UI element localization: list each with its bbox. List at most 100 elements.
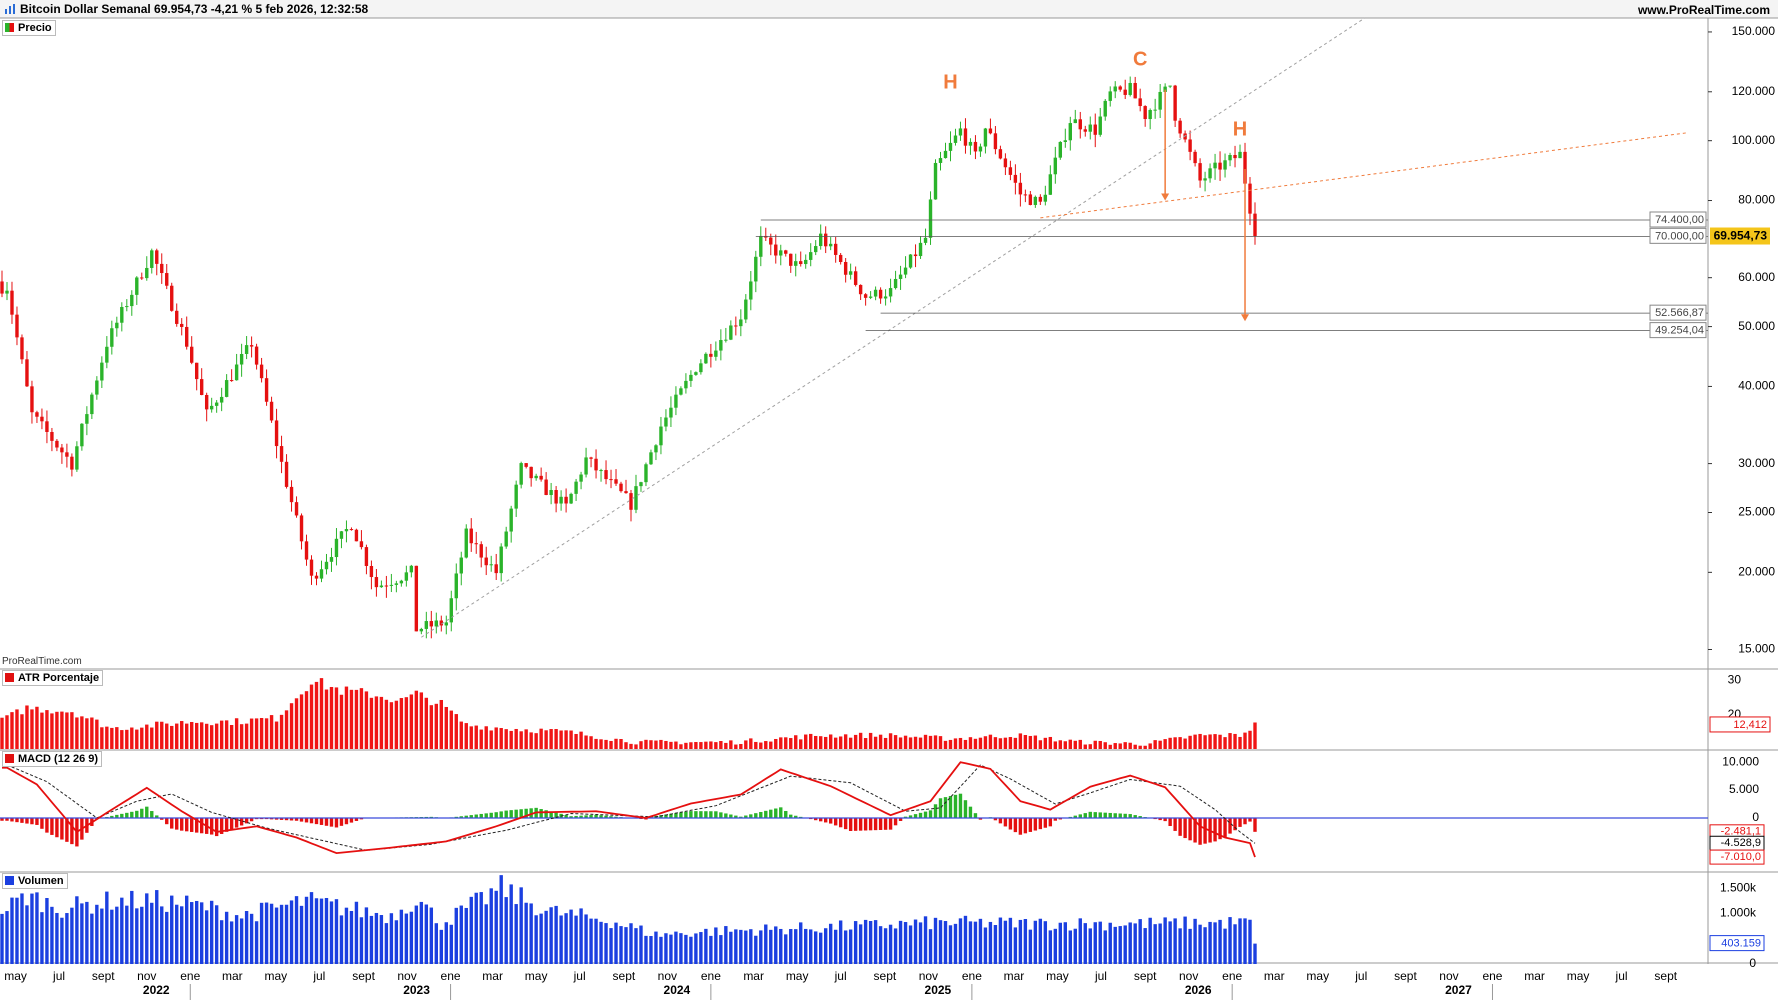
volume-bar — [294, 896, 299, 964]
volume-bar — [120, 897, 124, 964]
candle-body — [654, 445, 658, 453]
candle-body — [40, 416, 44, 422]
candle-body — [30, 386, 34, 413]
atr-bar — [439, 699, 443, 749]
macd-histogram-bar — [1123, 813, 1127, 818]
volume-bar — [1063, 922, 1067, 964]
candle-body — [828, 243, 833, 247]
x-month-label: ene — [962, 969, 982, 983]
macd-histogram-bar — [309, 817, 314, 824]
candle-body — [903, 267, 908, 275]
volume-bar — [574, 915, 578, 964]
macd-panel-label[interactable]: MACD (12 26 9) — [2, 751, 103, 767]
macd-histogram-bar — [978, 817, 983, 820]
candle-body — [135, 277, 139, 295]
level-label: 49.254,04 — [1655, 325, 1704, 337]
macd-histogram-bar — [873, 817, 878, 831]
atr-bar — [619, 739, 623, 749]
volume-tick-label: 0 — [1749, 956, 1756, 970]
volume-bar — [559, 915, 563, 964]
volume-bar — [1203, 927, 1207, 964]
macd-histogram-bar — [589, 815, 593, 818]
volume-bar — [394, 920, 399, 964]
atr-bar — [624, 742, 628, 749]
volume-bar — [534, 915, 538, 964]
macd-histogram-bar — [968, 806, 973, 818]
candle-body — [863, 294, 868, 298]
atr-bar — [364, 691, 369, 749]
volume-bar — [1043, 921, 1048, 964]
candle-body — [699, 363, 703, 373]
atr-bar — [130, 727, 134, 749]
volume-panel-label[interactable]: Volumen — [2, 873, 68, 889]
atr-bar — [140, 727, 144, 749]
atr-bar — [60, 711, 64, 749]
candle-body — [993, 133, 998, 150]
candle-body — [160, 263, 164, 274]
volume-bar — [1138, 919, 1142, 964]
volume-bar — [1013, 927, 1018, 964]
macd-histogram-bar — [724, 813, 728, 818]
atr-bar — [70, 712, 74, 749]
candle-body — [749, 281, 753, 300]
macd-histogram-bar — [694, 811, 698, 818]
candle-body — [359, 541, 364, 548]
pattern-label: C — [1133, 48, 1147, 70]
x-month-label: nov — [137, 969, 156, 983]
price-panel-label[interactable]: Precio — [2, 20, 56, 36]
candle-body — [1093, 124, 1097, 135]
volume-bar — [469, 896, 473, 964]
atr-bar — [1163, 739, 1167, 749]
volume-bar — [15, 897, 19, 964]
volume-bar — [494, 890, 498, 964]
volume-bar — [40, 912, 44, 964]
level-label-box — [1649, 304, 1707, 321]
price-tick-label: 30.000 — [1738, 456, 1775, 470]
candle-body — [734, 325, 738, 327]
atr-bar — [399, 698, 404, 749]
atr-bar — [419, 692, 424, 749]
volume-bar — [1083, 923, 1087, 964]
candle-body — [559, 496, 563, 504]
site-url[interactable]: www.ProRealTime.com — [1637, 3, 1770, 17]
atr-bar — [649, 740, 653, 749]
price-tick-label: 100.000 — [1732, 133, 1776, 147]
candle-body — [684, 380, 688, 389]
macd-histogram-bar — [1103, 812, 1107, 818]
candle-body — [449, 598, 453, 623]
level-label: 74.400,00 — [1655, 214, 1704, 226]
volume-bar — [933, 917, 938, 964]
candle-body — [374, 577, 379, 588]
macd-histogram-bar — [274, 817, 279, 820]
candle-body — [998, 149, 1003, 159]
candle-body — [704, 353, 708, 364]
atr-bar — [374, 696, 379, 749]
volume-bar — [304, 896, 309, 964]
macd-histogram-bar — [110, 815, 114, 818]
volume-bar — [100, 908, 104, 964]
candle-body — [883, 296, 888, 299]
macd-histogram-bar — [150, 811, 154, 818]
volume-bar — [214, 905, 219, 964]
atr-bar — [828, 734, 833, 749]
volume-bar — [449, 924, 453, 964]
macd-histogram-bar — [1253, 817, 1257, 832]
volume-bar — [809, 929, 813, 964]
candle-body — [1003, 158, 1008, 168]
atr-bar — [684, 742, 688, 749]
atr-bar — [349, 689, 354, 749]
candle-body — [304, 541, 309, 560]
candle-body — [774, 244, 778, 256]
atr-bar — [404, 697, 409, 749]
price-tick-label: 15.000 — [1738, 642, 1775, 656]
atr-bar — [1203, 735, 1207, 749]
volume-bar — [424, 904, 429, 964]
volume-last-box — [1709, 935, 1765, 952]
candle-body — [794, 261, 798, 266]
candle-body — [419, 628, 424, 632]
macd-histogram-bar — [579, 815, 583, 818]
volume-bar — [125, 905, 129, 964]
volume-bar — [349, 910, 354, 964]
atr-panel-label[interactable]: ATR Porcentaje — [2, 670, 104, 686]
volume-bar — [1088, 928, 1092, 964]
